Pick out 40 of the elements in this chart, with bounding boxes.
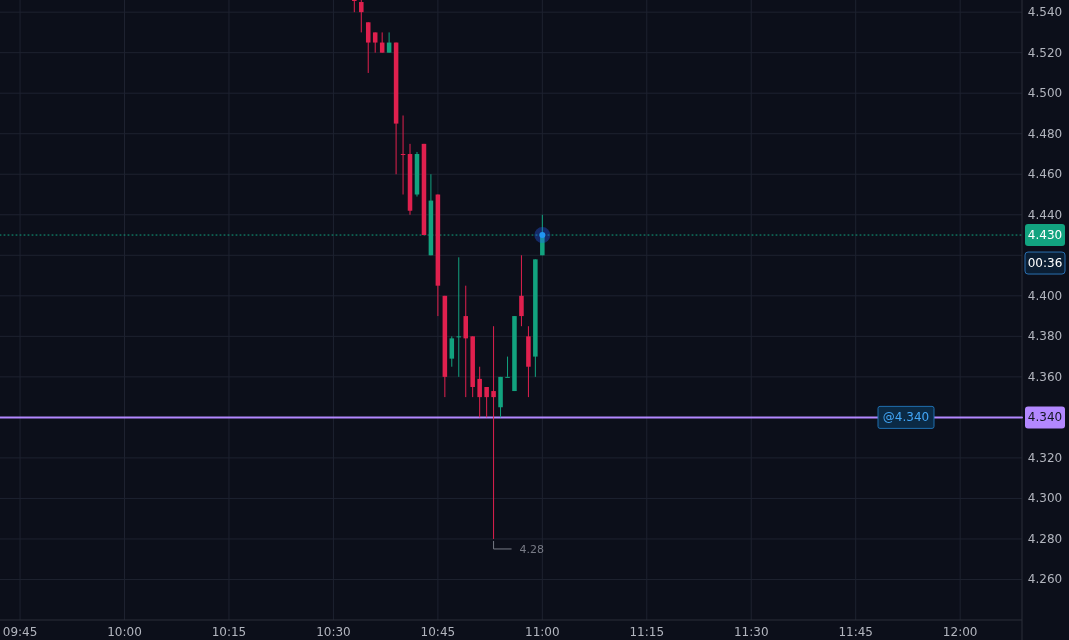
y-tick-label: 4.480 bbox=[1027, 126, 1063, 141]
y-tick-label: 4.340 bbox=[1027, 410, 1063, 425]
y-tick-label: 4.360 bbox=[1027, 369, 1063, 384]
candlestick bbox=[365, 21, 371, 74]
y-tick-label: 4.460 bbox=[1027, 167, 1063, 182]
text: 00:36 bbox=[1027, 256, 1063, 271]
x-tick-label: 11:45 bbox=[838, 625, 873, 639]
candlestick bbox=[519, 254, 524, 327]
y-tick-label: 4.440 bbox=[1027, 207, 1063, 222]
candlestick bbox=[449, 335, 455, 368]
y-tick-label: 4.320 bbox=[1027, 450, 1063, 465]
candlestick bbox=[505, 356, 510, 378]
ref-line-label: @4.340 bbox=[882, 410, 930, 425]
x-tick-label: 10:15 bbox=[211, 625, 247, 639]
y-tick-label: 4.400 bbox=[1027, 288, 1063, 303]
candlestick bbox=[491, 325, 496, 540]
x-tick-label: 11:30 bbox=[733, 625, 769, 639]
candlestick bbox=[484, 386, 489, 418]
y-tick-label: 4.540 bbox=[1027, 5, 1063, 20]
x-tick-label: 11:00 bbox=[525, 625, 560, 639]
x-tick-label: 12:00 bbox=[942, 625, 978, 639]
y-tick-label: 4.300 bbox=[1027, 491, 1063, 506]
candlestick bbox=[540, 214, 545, 256]
x-tick-label: 10:30 bbox=[316, 625, 351, 639]
candlestick bbox=[352, 0, 357, 13]
candlestick bbox=[372, 31, 378, 54]
y-tick-label: 4.280 bbox=[1027, 531, 1063, 546]
x-tick-label: 10:00 bbox=[107, 625, 142, 639]
candlestick bbox=[477, 366, 482, 418]
x-tick-label: 10:45 bbox=[420, 625, 456, 639]
y-tick-label: 4.500 bbox=[1027, 86, 1063, 101]
x-tick-label: 11:15 bbox=[629, 625, 665, 639]
y-tick-label: 4.260 bbox=[1027, 572, 1063, 587]
y-tick-label: 4.520 bbox=[1027, 45, 1063, 60]
x-tick-label: 09:45 bbox=[2, 625, 38, 639]
ref-line-label: 4.430 bbox=[1027, 228, 1063, 243]
y-tick-label: 4.380 bbox=[1027, 329, 1063, 344]
candlestick bbox=[463, 285, 469, 398]
candlestick bbox=[359, 0, 364, 33]
annotation: 4.28 bbox=[519, 542, 545, 556]
